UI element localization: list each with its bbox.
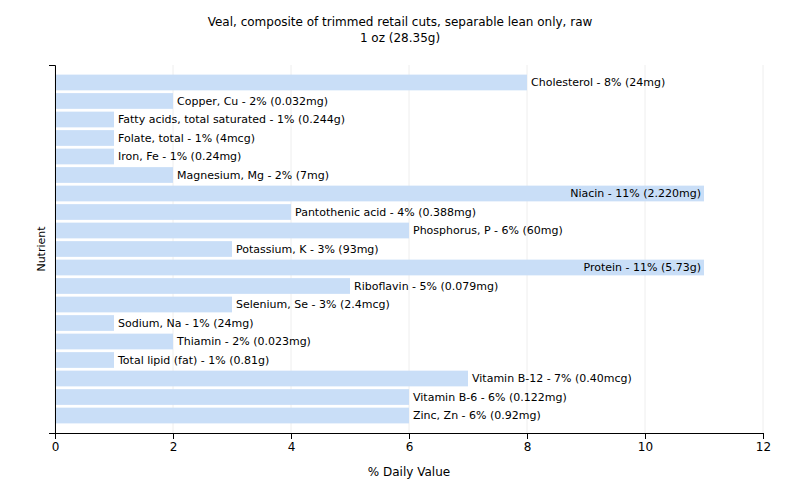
bar-label: Phosphorus, P - 6% (60mg)	[413, 224, 563, 237]
x-tick-label: 2	[170, 440, 178, 454]
x-tick: 4	[288, 433, 296, 454]
bar-label: Folate, total - 1% (4mcg)	[118, 132, 255, 145]
x-tick-mark	[763, 433, 764, 439]
x-tick-label: 6	[406, 440, 414, 454]
bar	[55, 241, 232, 257]
bar-labels: Cholesterol - 8% (24mg) Copper, Cu - 2% (…	[117, 76, 701, 422]
x-tick-mark	[173, 433, 174, 439]
bar-label: Fatty acids, total saturated - 1% (0.244…	[118, 113, 345, 126]
x-tick: 6	[406, 433, 414, 454]
y-axis-title: Nutrient	[35, 226, 48, 272]
x-tick-mark	[527, 433, 528, 439]
x-tick: 2	[170, 433, 178, 454]
bar-label: Niacin - 11% (2.220mg)	[570, 187, 701, 200]
x-tick-label: 10	[638, 440, 653, 454]
bar-label: Protein - 11% (5.73g)	[583, 261, 701, 274]
bar	[55, 149, 114, 165]
x-tick-label: 0	[52, 440, 60, 454]
x-tick-label: 8	[524, 440, 532, 454]
bar	[55, 334, 173, 350]
bar-label: Vitamin B-12 - 7% (0.40mcg)	[472, 372, 632, 385]
x-tick-label: 12	[756, 440, 771, 454]
x-tick: 0	[52, 433, 60, 454]
x-tick-mark	[645, 433, 646, 439]
x-tick-mark	[291, 433, 292, 439]
x-tick-mark	[409, 433, 410, 439]
x-tick-label: 4	[288, 440, 296, 454]
bar-label: Pantothenic acid - 4% (0.388mg)	[295, 206, 476, 219]
grid-line	[763, 65, 764, 433]
bar-label: Thiamin - 2% (0.023mg)	[176, 335, 311, 348]
x-axis-title: % Daily Value	[368, 465, 450, 479]
bar	[55, 408, 409, 424]
bar-label: Sodium, Na - 1% (24mg)	[118, 317, 254, 330]
bar-label: Riboflavin - 5% (0.079mg)	[354, 280, 498, 293]
bar	[55, 167, 173, 183]
bar	[55, 297, 232, 313]
bar	[55, 75, 527, 91]
bar	[55, 223, 409, 239]
bar	[55, 186, 704, 202]
x-axis: 0 2 4 6 8 10 12	[52, 433, 771, 454]
bar	[55, 260, 704, 276]
bar	[55, 278, 350, 294]
x-tick: 12	[756, 433, 771, 454]
grid	[55, 65, 763, 433]
chart: 0 2 4 6 8 10 12 Cholesterol - 8% (24mg) Copper, …	[0, 0, 800, 500]
bar	[55, 315, 114, 331]
bar-label: Magnesium, Mg - 2% (7mg)	[177, 169, 329, 182]
bar-label: Cholesterol - 8% (24mg)	[531, 76, 665, 89]
subtitle: 1 oz (28.35g)	[360, 31, 440, 45]
bar	[55, 389, 409, 405]
bar-label: Iron, Fe - 1% (0.24mg)	[118, 150, 241, 163]
bar	[55, 130, 114, 146]
bar-label: Selenium, Se - 3% (2.4mcg)	[236, 298, 390, 311]
bar	[55, 371, 468, 387]
bar	[55, 204, 291, 220]
title: Veal, composite of trimmed retail cuts, …	[208, 15, 593, 29]
bar-label: Total lipid (fat) - 1% (0.81g)	[117, 354, 269, 367]
x-tick: 10	[638, 433, 653, 454]
x-tick: 8	[524, 433, 532, 454]
grid-line	[645, 65, 646, 433]
y-axis	[49, 66, 56, 434]
bar	[55, 112, 114, 128]
y-axis-line	[49, 66, 56, 434]
bar-label: Copper, Cu - 2% (0.032mg)	[177, 95, 328, 108]
bar-label: Potassium, K - 3% (93mg)	[236, 243, 379, 256]
bar-label: Vitamin B-6 - 6% (0.122mg)	[413, 391, 567, 404]
bars	[55, 75, 704, 424]
bar-label: Zinc, Zn - 6% (0.92mg)	[413, 409, 541, 422]
bar	[55, 93, 173, 109]
bar	[55, 352, 114, 368]
